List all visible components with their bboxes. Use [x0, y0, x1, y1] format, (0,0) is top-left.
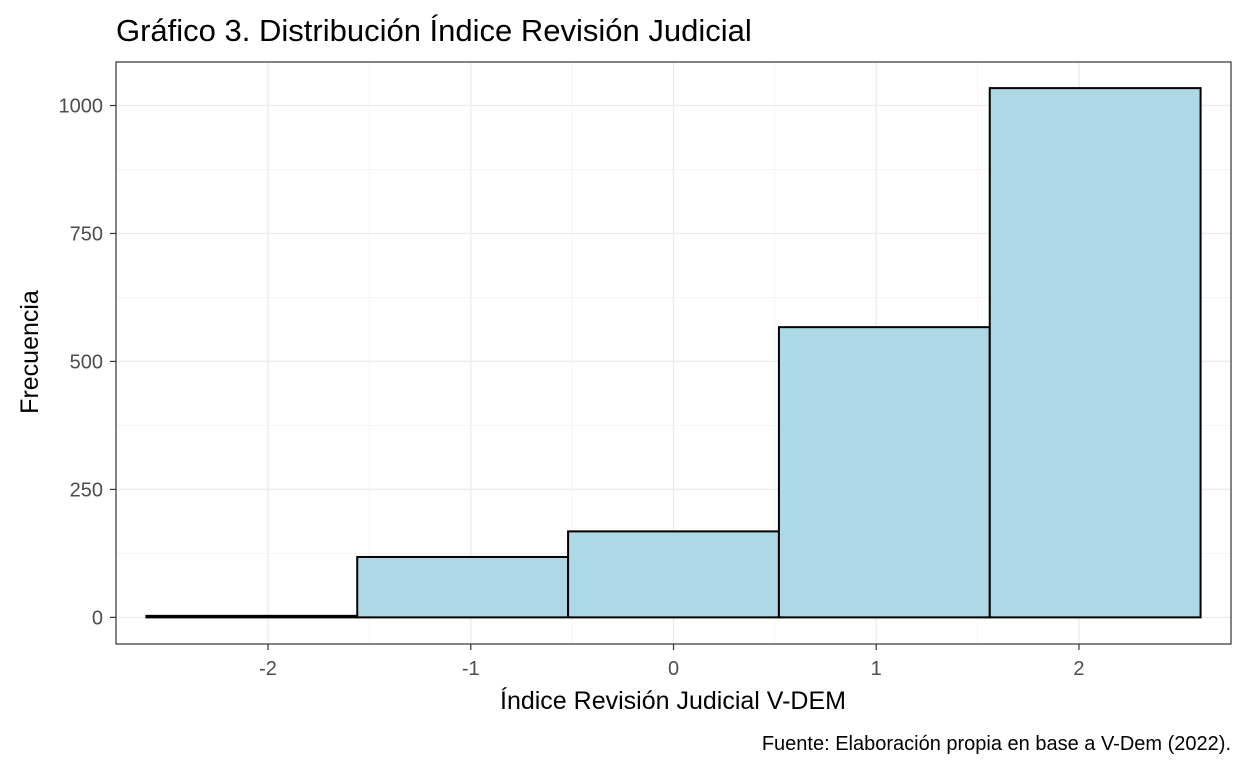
histogram-bar-1 [145, 614, 359, 619]
x-tick-label: 2 [1073, 658, 1084, 680]
y-tick-label: 0 [92, 607, 103, 629]
bars [145, 87, 1202, 619]
histogram-bar-5 [988, 87, 1202, 619]
x-tick-label: 0 [668, 658, 679, 680]
x-tick-label: 1 [871, 658, 882, 680]
y-axis-ticks: 0 250 500 750 1000 [59, 96, 116, 629]
x-tick-label: -1 [462, 658, 480, 680]
source-caption: Fuente: Elaboración propia en base a V-D… [762, 733, 1231, 755]
histogram-bar-2 [356, 555, 570, 619]
y-tick-label: 1000 [59, 96, 104, 118]
x-axis-ticks: -2 -1 0 1 2 [259, 644, 1085, 680]
y-tick-label: 250 [70, 479, 103, 501]
x-axis-title: Índice Revisión Judicial V-DEM [500, 686, 846, 715]
y-tick-label: 500 [70, 351, 103, 373]
x-tick-label: -2 [259, 658, 277, 680]
histogram-bar-3 [567, 530, 780, 619]
chart-title: Gráfico 3. Distribución Índice Revisión … [116, 13, 752, 48]
y-axis-title: Frecuencia [16, 290, 44, 414]
y-tick-label: 750 [70, 223, 103, 245]
histogram-bar-4 [777, 326, 991, 619]
